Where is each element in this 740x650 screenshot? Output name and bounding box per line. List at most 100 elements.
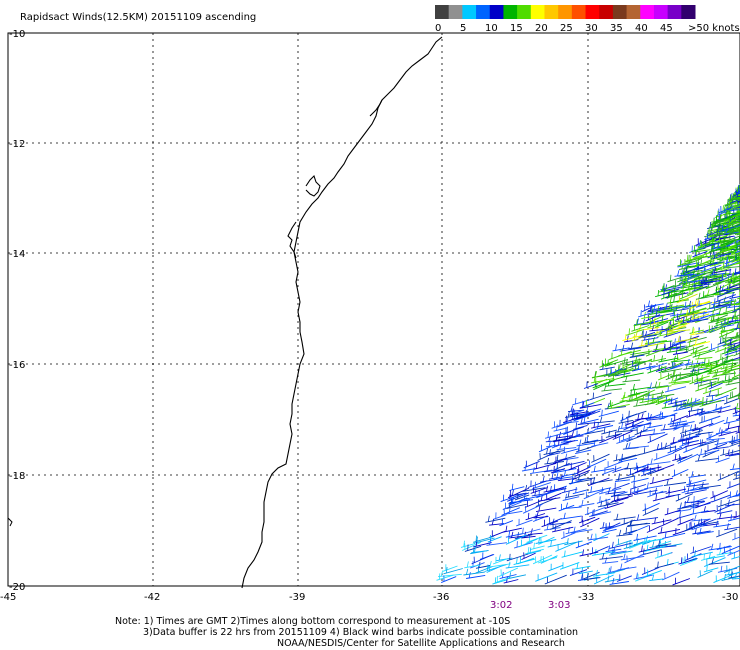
wind-barb [695, 274, 718, 280]
wind-barb [662, 446, 677, 450]
wind-barb-flag [719, 213, 722, 220]
wind-barb [723, 260, 740, 268]
wind-barb [561, 488, 578, 494]
legend-swatch [462, 5, 477, 19]
wind-barb [630, 386, 651, 391]
wind-barb [633, 322, 649, 327]
wind-barb-flag [725, 366, 727, 373]
wind-barb-flag [734, 239, 736, 246]
wind-barb-flag [687, 358, 690, 365]
wind-barb [734, 250, 740, 254]
wind-barb-flag [677, 270, 680, 277]
wind-barb [689, 329, 704, 334]
wind-barb [724, 349, 740, 356]
wind-barb-flag [723, 206, 726, 213]
wind-barb [687, 272, 704, 280]
wind-barb-flag [607, 402, 610, 409]
wind-barb-flag [670, 303, 673, 310]
wind-barb [652, 385, 668, 388]
legend-label: 30 [585, 23, 598, 34]
wind-barb [657, 540, 672, 547]
wind-barb [550, 520, 572, 530]
wind-barb [692, 250, 708, 258]
wind-barb [732, 243, 740, 248]
wind-barb [712, 222, 729, 227]
wind-barb [546, 443, 569, 448]
wind-barb-flag [655, 310, 658, 317]
wind-barb-flag [549, 449, 551, 456]
wind-barb [552, 457, 567, 465]
wind-barb-flag [623, 357, 626, 364]
wind-barb [574, 449, 592, 455]
wind-barb-flag [727, 283, 730, 290]
wind-barb [614, 372, 631, 377]
wind-barb [665, 488, 687, 494]
wind-barb [705, 282, 722, 290]
wind-barb [593, 574, 614, 585]
wind-barb [505, 564, 530, 569]
wind-barb [646, 308, 671, 313]
map-title: Rapidsact Winds(12.5KM) 20151109 ascendi… [20, 12, 256, 23]
wind-barb-flag [573, 526, 576, 533]
wind-barb [677, 260, 693, 267]
wind-barb-flag [489, 538, 492, 546]
wind-barb-flag [600, 500, 603, 507]
wind-barb [654, 321, 669, 328]
wind-barb [654, 552, 672, 559]
wind-barb [647, 433, 668, 444]
wind-barb-flag [724, 374, 727, 381]
wind-barb-flag [680, 310, 682, 317]
wind-barb [635, 365, 656, 371]
wind-barb [731, 279, 740, 284]
wind-barb-flag [714, 252, 716, 259]
wind-barb [718, 206, 732, 214]
wind-barb-flag [673, 311, 675, 318]
wind-barb-flag [579, 439, 582, 446]
wind-barb [643, 545, 666, 552]
wind-barb [665, 323, 688, 330]
wind-barb-flag [674, 338, 676, 345]
wind-barb [715, 431, 731, 435]
wind-barb [616, 533, 633, 537]
wind-barb [614, 479, 630, 483]
wind-barb [727, 228, 740, 236]
wind-barb-flag [720, 228, 722, 235]
wind-barb-flag [699, 527, 702, 534]
wind-barb [646, 362, 668, 371]
wind-barb-flag [511, 496, 515, 503]
wind-barb [725, 503, 740, 507]
wind-barb-flag [615, 344, 617, 351]
wind-barb [625, 410, 647, 419]
wind-barb-flag [652, 541, 655, 548]
wind-barb [614, 497, 629, 503]
wind-barb-flag [636, 319, 638, 326]
wind-barb [718, 330, 734, 338]
wind-barb [560, 515, 582, 520]
wind-barb-flag [707, 289, 710, 296]
legend-label: 10 [485, 23, 498, 34]
wind-barb-flag [473, 546, 477, 553]
wind-barb [676, 454, 693, 462]
wind-barb-flag [726, 417, 728, 424]
wind-barb [671, 415, 688, 423]
wind-barb [697, 570, 713, 578]
wind-barb-flag [668, 321, 670, 328]
wind-barb-flag [696, 377, 699, 384]
wind-barb [667, 446, 683, 454]
wind-barb-flag [564, 550, 566, 557]
wind-barb-flag [694, 369, 696, 376]
wind-barb-flag [660, 390, 663, 397]
wind-barb-flag [657, 289, 660, 296]
wind-barb-flag [626, 335, 629, 342]
wind-barb [655, 398, 671, 406]
wind-barb-flag [646, 544, 649, 551]
wind-barb [672, 402, 687, 407]
wind-barb-flag [610, 566, 612, 573]
wind-barb [724, 565, 740, 574]
wind-barb [473, 537, 495, 544]
wind-barb-flag [704, 358, 706, 365]
wind-barb [695, 301, 713, 308]
wind-barb-flag [656, 443, 659, 450]
wind-barb [676, 508, 691, 513]
